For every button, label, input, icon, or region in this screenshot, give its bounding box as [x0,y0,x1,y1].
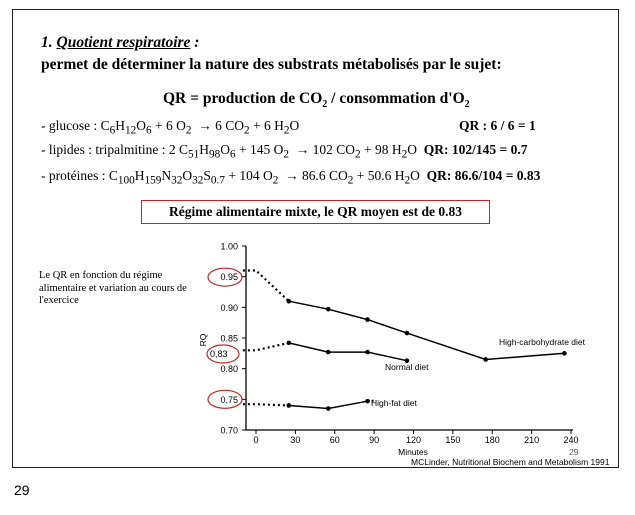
section-title: Quotient respiratoire [56,34,191,51]
lipid-qr: QR: 102/145 = 0.7 [423,142,528,157]
chart-ticks: 1.00 0.95 0.90 0.85 0.80 0.75 0.70 0 30 60 90 120 15… [220,242,578,446]
x-tick-label: 60 [330,435,340,445]
chart-caption: Le QR en fonction du régime alimentaire … [39,270,187,306]
highlight-circle [207,389,243,409]
series-line [288,342,408,362]
series-point [286,340,292,346]
series-point [365,317,370,322]
x-tick-label: 0 [253,435,258,445]
y-tick-label: 0.95 [220,272,238,282]
lipid-row: - lipides : tripalmitine : 2 C51H98O6 + … [41,142,527,161]
x-tick-label: 90 [369,435,379,445]
series-label: High-carbohydrate diet [499,337,586,347]
protein-equation: C100H159N32O32S0.7 + 104 O2 → 86.6 CO2 +… [108,168,420,187]
protein-row: - protéines : C100H159N32O32S0.7 + 104 O… [41,168,540,187]
series-point [483,357,488,362]
qr-formula: QR = production de CO2 / consommation d'… [163,90,470,111]
series-line [288,300,565,361]
glucose-label: - glucose : [41,118,101,133]
series-label: Normal diet [385,362,429,372]
x-tick-label: 120 [406,435,421,445]
section-subtitle: permet de déterminer la nature des subst… [41,56,502,73]
rq-chart: 1.00 0.95 0.90 0.85 0.80 0.75 0.70 0 30 60 90 120 15… [198,242,586,458]
series-point [404,358,410,363]
lipid-equation: 2 C51H98O6 + 145 O2 → 102 CO2 + 98 H2O [168,142,418,161]
y-tick-label: 1.00 [220,242,238,252]
section-number: 1. [41,34,53,51]
highlight-circle [206,344,240,364]
series-point [562,351,567,356]
x-tick-label: 30 [290,435,300,445]
chart-labels: Minutes RQ High-carbohydrate diet Normal di… [198,333,586,457]
slide: 1. Quotient respiratoire : permet de dét… [12,9,619,468]
chart-series [242,269,567,411]
mixed-diet-highlight: Régime alimentaire mixte, le QR moyen es… [141,200,490,224]
y-tick-label: 0.80 [220,364,238,374]
section-heading: 1. Quotient respiratoire : [41,34,199,52]
y-tick-label: 0.70 [220,426,238,436]
series-point [365,349,370,355]
series-point [325,349,331,355]
series-point [286,298,292,304]
series-point [365,398,370,404]
page-number: 29 [14,482,30,498]
circled-value-label: 0,83 [210,349,228,359]
series-label: High-fat diet [371,398,417,408]
y-axis-label: RQ [198,333,208,346]
series-dotted-lead [242,341,290,352]
x-tick-label: 180 [485,435,500,445]
y-tick-label: 0.85 [220,334,238,344]
series-point [286,403,292,408]
series-point [404,330,410,336]
x-axis-label: Minutes [398,447,428,457]
highlight-circle [207,267,243,287]
x-tick-label: 210 [524,435,539,445]
y-tick-label: 0.90 [220,303,238,313]
source-citation: MCLinder, Nutritional Biochem and Metabo… [411,457,610,467]
chart-page-number: 29 [569,447,579,457]
x-tick-label: 240 [563,435,578,445]
section-colon: : [190,34,200,51]
glucose-row: - glucose : C6H12O6 + 6 O2 → 6 CO2 + 6 H… [41,118,299,137]
chart-circles: 0,83 [206,267,243,409]
series-point [325,406,331,411]
x-tick-label: 150 [445,435,460,445]
glucose-equation: C6H12O6 + 6 O2 → 6 CO2 + 6 H2O [100,118,300,137]
glucose-qr: QR : 6 / 6 = 1 [459,118,536,133]
series-dotted-lead [242,269,290,303]
series-point [325,306,331,312]
protein-qr: QR: 86.6/104 = 0.83 [426,168,541,183]
y-tick-label: 0.75 [220,395,238,405]
series-dotted-lead [242,403,289,407]
lipid-label: - lipides : tripalmitine : [41,142,169,157]
protein-label: - protéines : [41,168,109,183]
